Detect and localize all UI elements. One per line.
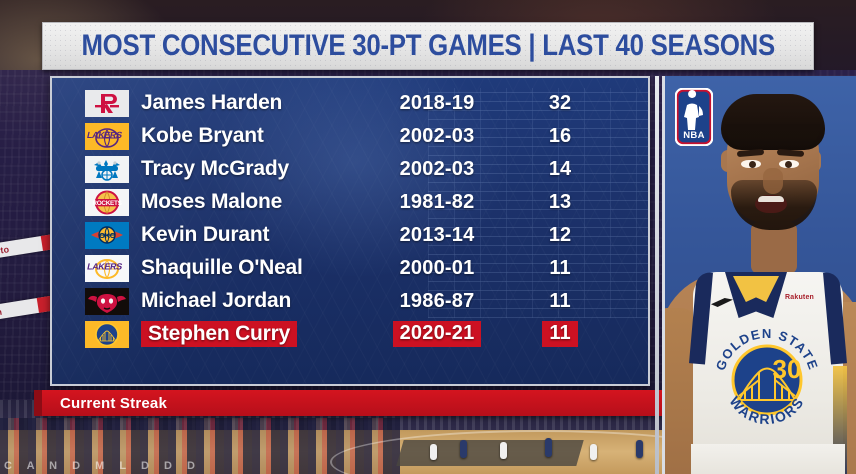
nba-logo: NBA bbox=[674, 87, 714, 147]
hair bbox=[721, 94, 825, 150]
games-value-highlighted: 11 bbox=[517, 321, 603, 347]
shorts bbox=[691, 444, 845, 474]
graphic-title-bar: MOST CONSECUTIVE 30-PT GAMES | LAST 40 S… bbox=[42, 22, 814, 70]
nike-swoosh-icon bbox=[711, 298, 733, 307]
mouth bbox=[755, 195, 787, 213]
player-name: Kobe Bryant bbox=[141, 124, 264, 147]
table-row: Tracy McGrady 2002-03 14 bbox=[52, 153, 648, 185]
games-value: 11 bbox=[549, 256, 571, 279]
current-streak-label: Current Streak bbox=[60, 394, 168, 412]
svg-text:OKC: OKC bbox=[99, 231, 116, 240]
games-value: 16 bbox=[548, 124, 572, 147]
leaderboard-panel: James Harden 2018-19 32 LAKERS Kobe Brya… bbox=[50, 76, 650, 386]
player-name: Tracy McGrady bbox=[141, 157, 289, 180]
table-row: ROCKETS Moses Malone 1981-82 13 bbox=[52, 186, 648, 218]
bulls-logo bbox=[85, 287, 129, 315]
svg-text:LAKERS: LAKERS bbox=[86, 130, 123, 140]
jersey-number: 30 bbox=[773, 354, 802, 384]
svg-text:LAKERS: LAKERS bbox=[86, 261, 123, 271]
warriors-logo bbox=[85, 320, 129, 348]
table-row: James Harden 2018-19 32 bbox=[52, 87, 648, 119]
lakers-logo: LAKERS bbox=[85, 254, 129, 282]
games-value: 11 bbox=[542, 321, 578, 347]
table-row: LAKERS Kobe Bryant 2002-03 16 bbox=[52, 120, 648, 152]
court-player bbox=[590, 444, 597, 460]
page-title: MOST CONSECUTIVE 30-PT GAMES | LAST 40 S… bbox=[81, 29, 775, 62]
player-name: Moses Malone bbox=[141, 190, 283, 213]
table-row: LAKERS Shaquille O'Neal 2000-01 11 bbox=[52, 252, 648, 284]
season-value: 2018-19 bbox=[399, 91, 475, 114]
season-value: 1986-87 bbox=[399, 289, 475, 312]
warriors-jersey-crest: GOLDEN STATE WARRIORS 30 bbox=[709, 320, 825, 436]
season-value: 2013-14 bbox=[399, 223, 475, 246]
season-value-highlighted: 2020-21 bbox=[357, 321, 517, 347]
player-name: Stephen Curry bbox=[141, 320, 298, 348]
nose bbox=[763, 168, 783, 194]
rockets-logo bbox=[85, 89, 129, 117]
table-row: OKC Kevin Durant 2013-14 12 bbox=[52, 219, 648, 251]
panel-divider bbox=[655, 76, 659, 474]
court-player bbox=[636, 440, 643, 458]
rockets-logo: ROCKETS bbox=[85, 188, 129, 216]
courtside-letters: C A N D M L D D D bbox=[4, 460, 201, 472]
rakuten-sponsor-text: Rakuten bbox=[785, 294, 815, 301]
season-value: 2020-21 bbox=[392, 321, 482, 347]
games-value: 32 bbox=[548, 91, 572, 114]
player-name: James Harden bbox=[141, 91, 283, 114]
player-name: Shaquille O'Neal bbox=[141, 256, 303, 279]
season-value: 1981-82 bbox=[399, 190, 475, 213]
games-value: 14 bbox=[548, 157, 572, 180]
games-value: 12 bbox=[548, 223, 572, 246]
player-name: Michael Jordan bbox=[141, 289, 292, 312]
court-player bbox=[430, 444, 437, 460]
games-value: 13 bbox=[548, 190, 572, 213]
stephen-curry-photo: Rakuten bbox=[665, 76, 856, 474]
court-player bbox=[545, 438, 552, 457]
courtside-ad-text-1: to bbox=[0, 243, 10, 255]
court-player bbox=[460, 440, 467, 458]
nba-logo-text: NBA bbox=[683, 130, 704, 141]
courtside-ad-text-2: n bbox=[0, 306, 3, 317]
leaderboard-rows: James Harden 2018-19 32 LAKERS Kobe Brya… bbox=[52, 78, 648, 350]
magic-logo bbox=[85, 155, 129, 183]
season-value: 2002-03 bbox=[399, 157, 475, 180]
season-value: 2002-03 bbox=[399, 124, 475, 147]
player-name: Kevin Durant bbox=[141, 223, 270, 246]
pupil bbox=[785, 161, 792, 168]
svg-text:ROCKETS: ROCKETS bbox=[92, 199, 122, 206]
table-row: Michael Jordan 1986-87 11 bbox=[52, 285, 648, 317]
lakers-logo: LAKERS bbox=[85, 122, 129, 150]
thunder-logo: OKC bbox=[85, 221, 129, 249]
court-player bbox=[500, 442, 507, 459]
games-value: 11 bbox=[549, 289, 571, 312]
neck bbox=[751, 222, 797, 274]
season-value: 2000-01 bbox=[399, 256, 475, 279]
player-name-highlighted: Stephen Curry bbox=[141, 320, 357, 348]
player-photo-panel: Rakuten bbox=[662, 76, 856, 474]
current-streak-banner: Current Streak bbox=[34, 390, 662, 416]
table-row-highlighted: Stephen Curry 2020-21 11 bbox=[52, 318, 648, 350]
pupil bbox=[749, 161, 756, 168]
